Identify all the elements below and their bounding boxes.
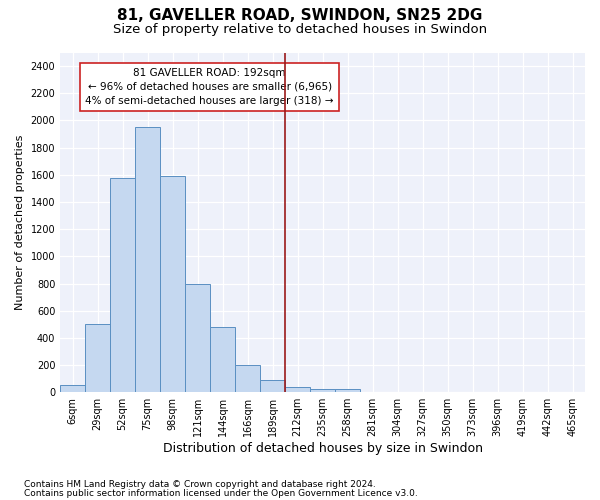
Text: 81, GAVELLER ROAD, SWINDON, SN25 2DG: 81, GAVELLER ROAD, SWINDON, SN25 2DG	[118, 8, 482, 22]
Bar	[110, 178, 135, 392]
X-axis label: Distribution of detached houses by size in Swindon: Distribution of detached houses by size …	[163, 442, 482, 455]
Bar	[135, 127, 160, 392]
Bar	[310, 389, 335, 392]
Text: Contains public sector information licensed under the Open Government Licence v3: Contains public sector information licen…	[24, 488, 418, 498]
Bar	[160, 176, 185, 392]
Text: 81 GAVELLER ROAD: 192sqm
← 96% of detached houses are smaller (6,965)
4% of semi: 81 GAVELLER ROAD: 192sqm ← 96% of detach…	[85, 68, 334, 106]
Bar	[235, 365, 260, 392]
Text: Contains HM Land Registry data © Crown copyright and database right 2024.: Contains HM Land Registry data © Crown c…	[24, 480, 376, 489]
Bar	[285, 388, 310, 392]
Bar	[185, 284, 210, 392]
Bar	[210, 327, 235, 392]
Text: Size of property relative to detached houses in Swindon: Size of property relative to detached ho…	[113, 22, 487, 36]
Bar	[85, 324, 110, 392]
Y-axis label: Number of detached properties: Number of detached properties	[15, 134, 25, 310]
Bar	[335, 390, 360, 392]
Bar	[260, 380, 285, 392]
Bar	[60, 384, 85, 392]
